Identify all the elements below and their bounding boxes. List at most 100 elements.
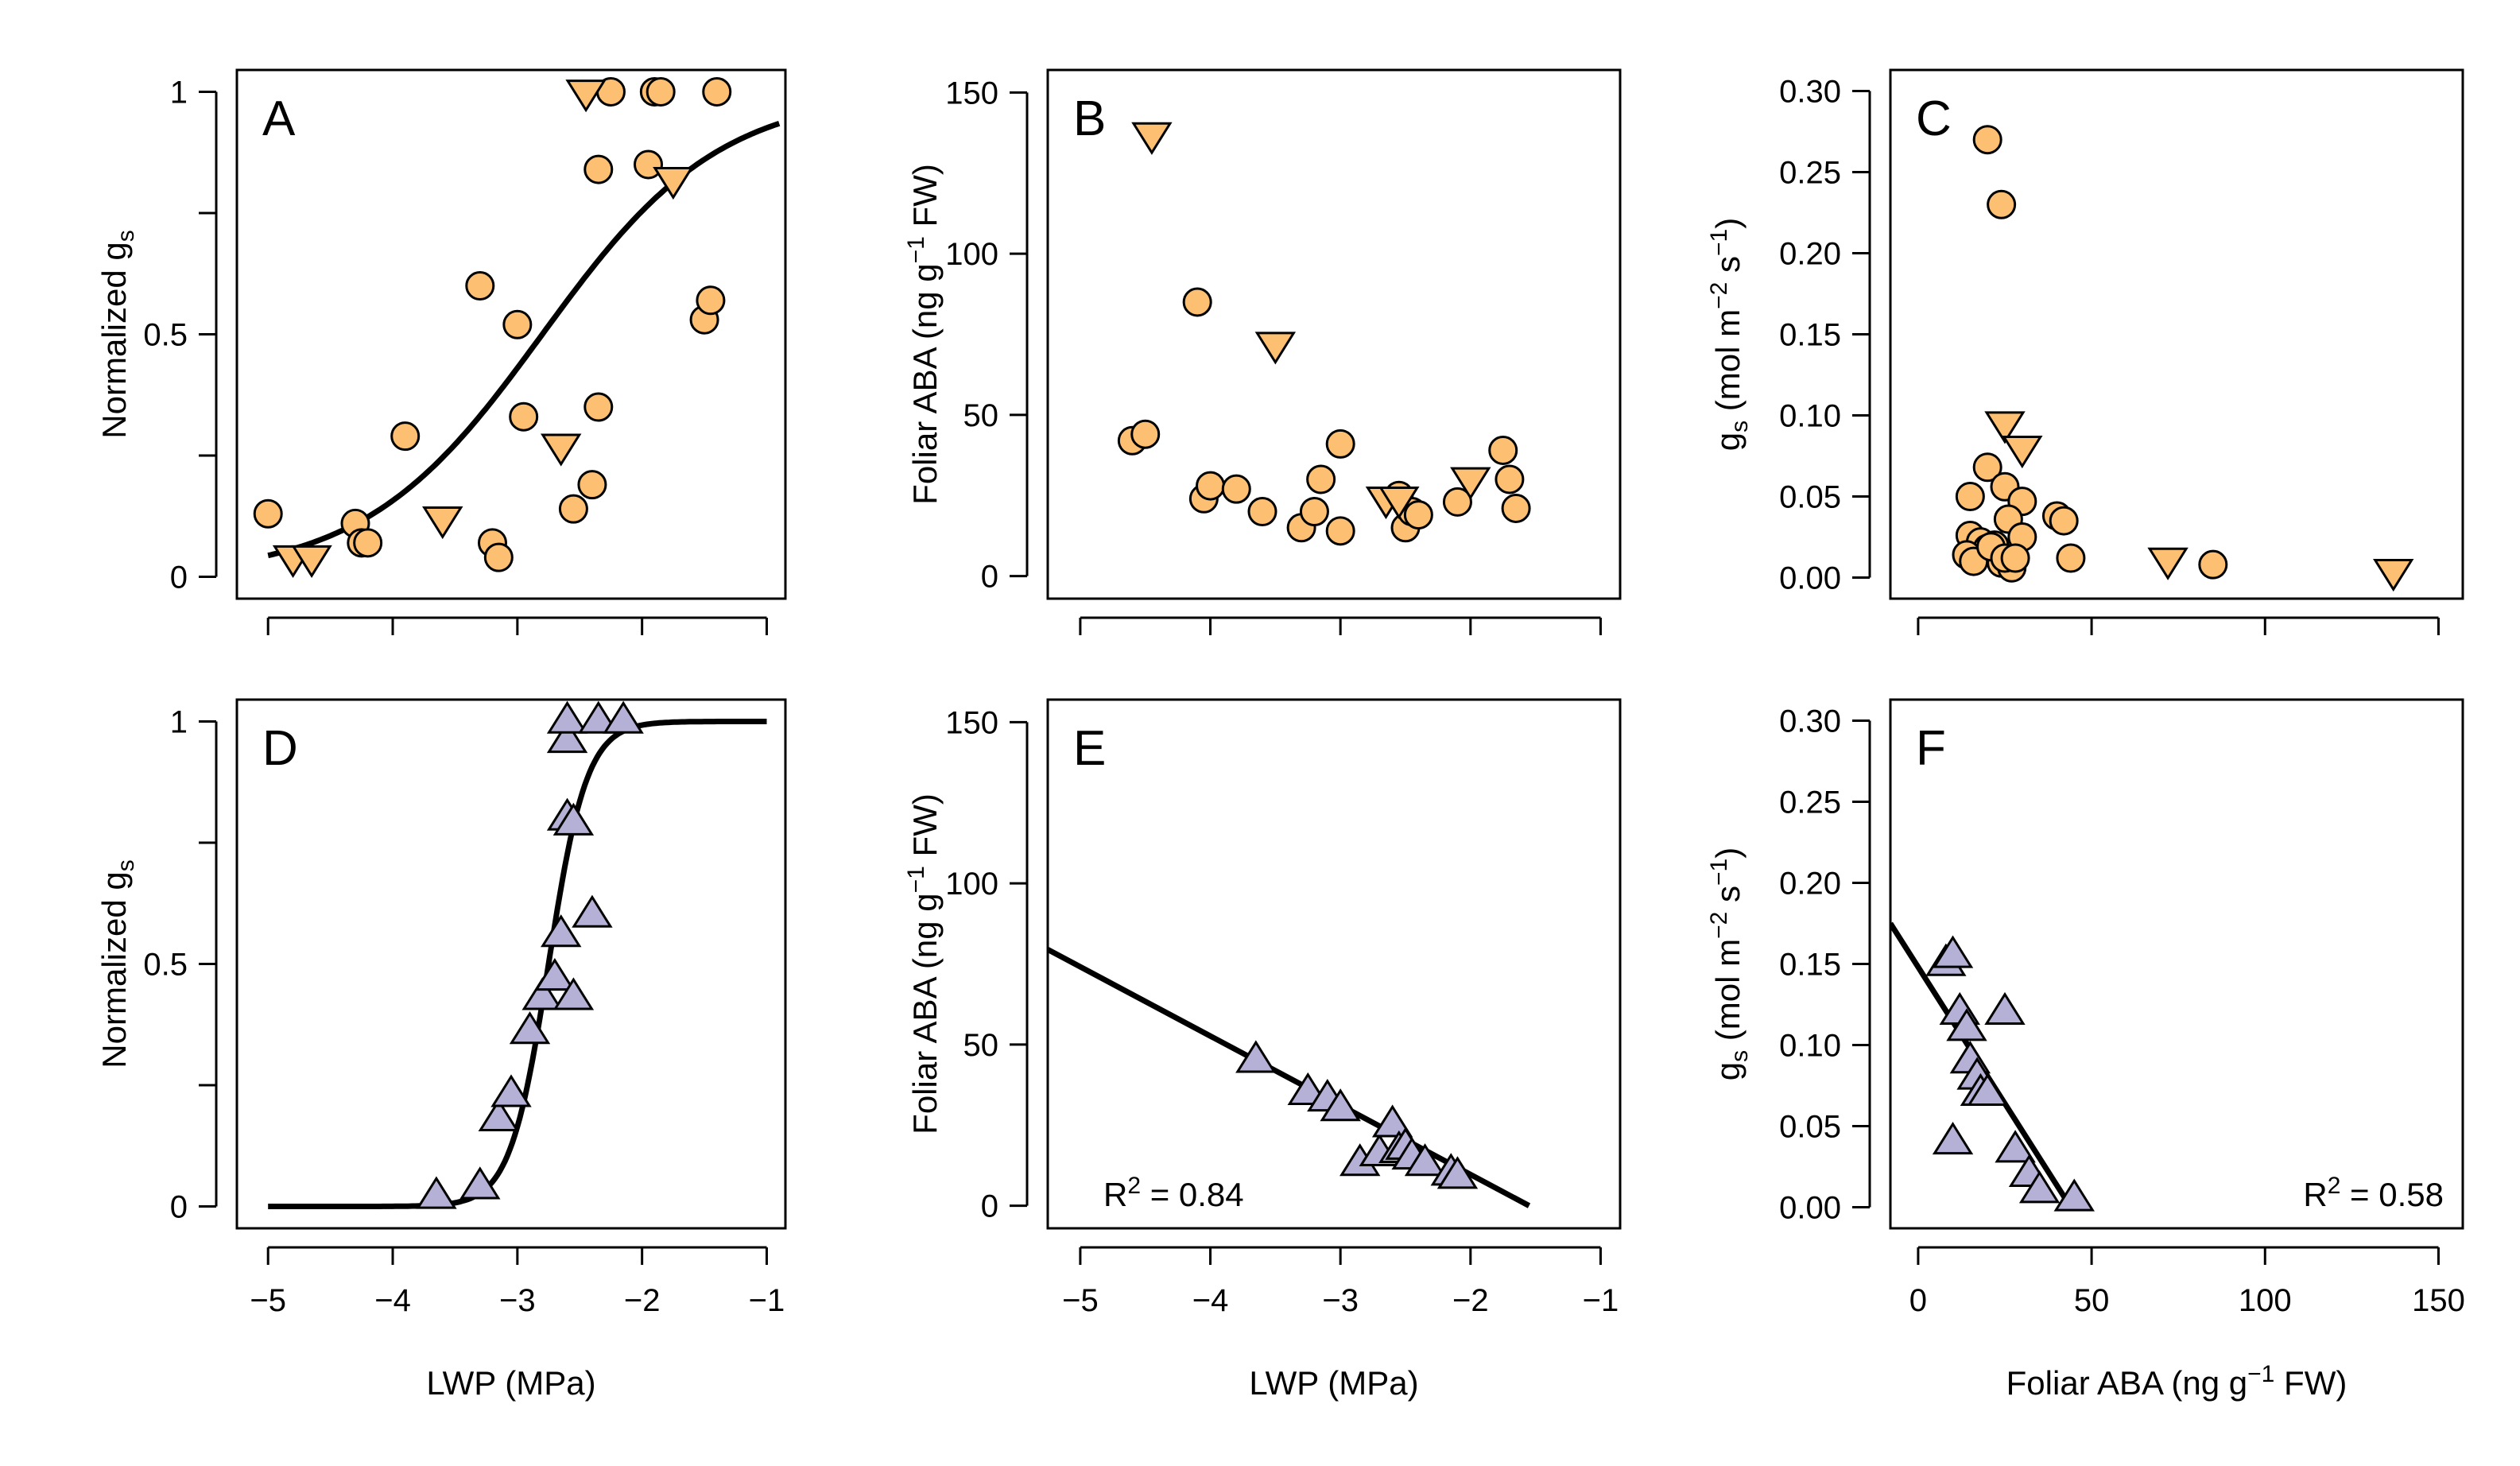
plot-frame xyxy=(1046,698,1622,1230)
x-tick-label: −2 xyxy=(1452,1283,1489,1318)
data-point-triangle-down xyxy=(1254,332,1297,365)
plot-frame xyxy=(1889,68,2464,600)
y-tick-label: 1 xyxy=(170,704,188,739)
data-point-circle xyxy=(1299,497,1329,527)
panel-letter: C xyxy=(1916,91,1952,146)
data-point-triangle-up xyxy=(2053,1178,2095,1212)
y-tick-label: 50 xyxy=(963,398,999,433)
y-axis-title: gs (mol m−2 s−1) xyxy=(1706,218,1753,451)
x-tick-label: −5 xyxy=(250,1283,286,1318)
y-tick-label: 0.5 xyxy=(143,318,188,353)
y-tick-label: 0.25 xyxy=(1779,156,1841,191)
data-point-circle xyxy=(1972,125,2002,155)
panel-letter: A xyxy=(262,91,296,146)
y-tick-label: 50 xyxy=(963,1028,999,1063)
y-tick-label: 0.05 xyxy=(1779,479,1841,514)
y-axis-title: Foliar ABA (ng g−1 FW) xyxy=(903,164,944,505)
data-point-circle xyxy=(2049,506,2079,536)
data-point-triangle-up xyxy=(459,1166,501,1200)
data-point-triangle-down xyxy=(2002,435,2043,469)
data-point-triangle-up xyxy=(1995,1130,2036,1163)
y-tick-label: 0.30 xyxy=(1779,704,1841,739)
panel-letter: D xyxy=(262,721,298,776)
data-point-circle xyxy=(502,309,533,339)
data-point-circle xyxy=(1325,516,1355,546)
data-point-triangle-up xyxy=(1946,1008,1987,1041)
data-point-circle xyxy=(1130,419,1161,449)
data-point-triangle-down xyxy=(1378,486,1420,520)
data-point-triangle-up xyxy=(2018,1170,2061,1204)
data-point-circle xyxy=(702,76,732,107)
data-point-circle xyxy=(583,392,614,422)
data-point-triangle-up xyxy=(478,1098,520,1132)
data-point-circle xyxy=(483,542,514,572)
data-point-circle xyxy=(577,470,607,500)
data-point-circle xyxy=(583,154,614,184)
y-tick-label: 0.10 xyxy=(1779,1028,1841,1063)
data-point-triangle-up xyxy=(416,1176,457,1209)
data-point-circle xyxy=(1182,287,1212,317)
panel-letter: B xyxy=(1073,91,1106,146)
panel-b: 0 50 100 150 Foliar ABA (ng g−1 FW) B xyxy=(903,68,1622,635)
y-tick-label: 0.25 xyxy=(1779,785,1841,820)
y-axis-title: Normalized gs xyxy=(95,230,139,438)
x-tick-label: −1 xyxy=(1583,1283,1619,1318)
x-tick-label: −5 xyxy=(1062,1283,1099,1318)
y-tick-label: 100 xyxy=(945,237,998,272)
data-point-circle xyxy=(509,401,539,432)
y-tick-label: 150 xyxy=(945,705,998,740)
panel-c: 0.00 0.05 0.10 0.15 0.20 0.25 0.30 gs (mol m−2 … xyxy=(1706,68,2464,635)
r-squared-annotation: R2 = 0.84 xyxy=(1103,1173,1244,1213)
data-point-triangle-up xyxy=(1984,991,2026,1025)
panel-d: −5 −4 −3 −2 −1 0 0.5 1 Normalized gs LWP (MPa) D xyxy=(95,698,787,1402)
data-point-triangle-up xyxy=(521,977,563,1010)
data-point-triangle-down xyxy=(565,80,607,113)
data-point-circle xyxy=(696,285,726,316)
data-point-triangle-down xyxy=(2147,547,2189,580)
x-tick-label: −2 xyxy=(624,1283,661,1318)
y-tick-label: 0 xyxy=(170,560,188,595)
data-point-circle xyxy=(390,421,421,452)
plot-frame xyxy=(1889,698,2464,1230)
data-point-circle xyxy=(2198,549,2228,580)
data-point-circle xyxy=(1972,452,2002,483)
data-point-circle xyxy=(353,528,383,558)
x-tick-label: 0 xyxy=(1909,1283,1927,1318)
x-tick-label: −1 xyxy=(749,1283,785,1318)
data-point-triangle-up xyxy=(552,977,595,1010)
y-tick-label: 0.5 xyxy=(143,948,188,983)
data-point-triangle-down xyxy=(1984,411,2026,444)
panel-letter: F xyxy=(1916,721,1946,776)
data-point-circle xyxy=(1495,464,1525,494)
y-tick-label: 0.30 xyxy=(1779,75,1841,110)
x-tick-label: 150 xyxy=(2412,1283,2465,1318)
fit-line xyxy=(267,120,781,559)
data-point-circle xyxy=(1987,189,2017,219)
x-tick-label: −3 xyxy=(499,1283,536,1318)
y-tick-label: 1 xyxy=(170,75,188,110)
y-tick-label: 0.00 xyxy=(1779,1190,1841,1225)
y-tick-label: 0.05 xyxy=(1779,1109,1841,1144)
panel-e: −5 −4 −3 −2 −1 0 50 100 150 Foliar ABA (ng g−1 FW… xyxy=(903,698,1622,1402)
data-point-circle xyxy=(1955,481,1985,511)
data-point-triangle-up xyxy=(1235,1040,1277,1073)
data-point-circle xyxy=(1325,429,1355,459)
data-point-triangle-up xyxy=(546,720,588,754)
y-tick-label: 100 xyxy=(945,867,998,902)
data-point-circle xyxy=(1306,464,1336,494)
data-point-triangle-up xyxy=(1320,1088,1361,1122)
data-point-circle xyxy=(646,76,676,107)
data-point-circle xyxy=(1442,487,1472,517)
data-point-circle xyxy=(253,498,283,529)
x-tick-label: 50 xyxy=(2074,1283,2110,1318)
data-point-triangle-up xyxy=(1967,1072,2008,1106)
y-tick-label: 0.20 xyxy=(1779,237,1841,272)
data-point-circle xyxy=(634,149,663,180)
y-axis-title: Normalized gs xyxy=(95,859,139,1068)
x-tick-label: −4 xyxy=(374,1283,411,1318)
data-point-triangle-down xyxy=(1450,467,1491,500)
plot-frame xyxy=(235,698,787,1230)
y-tick-label: 0.20 xyxy=(1779,867,1841,902)
y-axis-title: gs (mol m−2 s−1) xyxy=(1706,847,1753,1080)
